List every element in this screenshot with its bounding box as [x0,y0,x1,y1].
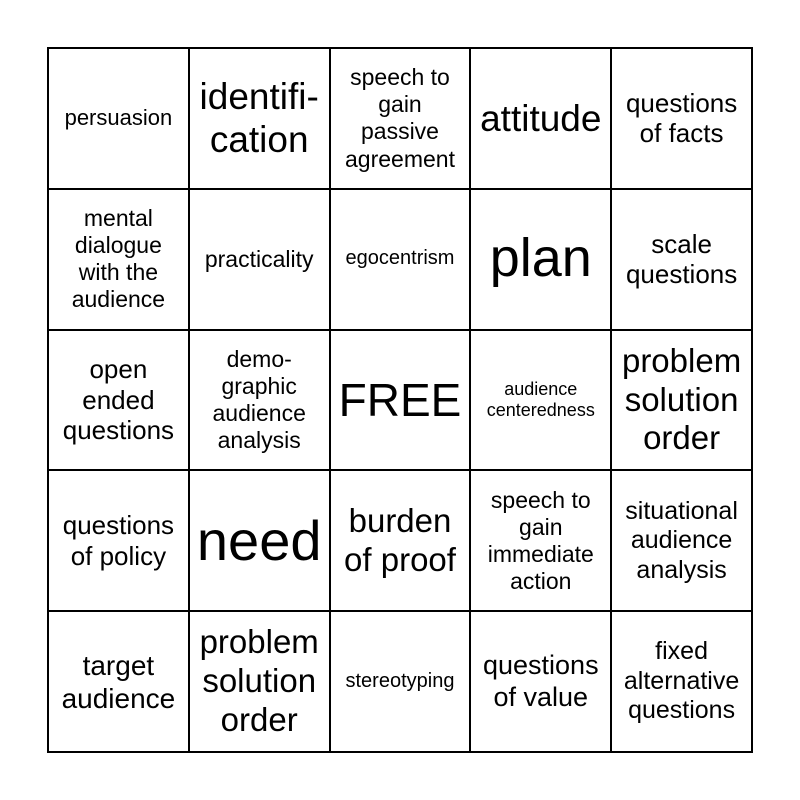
bingo-cell[interactable]: egocentrism [329,188,471,330]
bingo-cell[interactable]: mental dialogue with the audience [48,188,189,330]
bingo-cell[interactable]: problem solution order [611,329,752,471]
bingo-cell[interactable]: attitude [470,48,612,189]
bingo-cell[interactable]: stereotyping [329,611,471,752]
bingo-cell[interactable]: demo- graphic audience analysis [188,329,330,471]
bingo-cell[interactable]: plan [470,188,612,330]
bingo-cell[interactable]: situational audience analysis [611,470,752,612]
bingo-cell[interactable]: questions of value [470,611,612,752]
bingo-cell[interactable]: need [188,470,330,612]
bingo-cell[interactable]: persuasion [48,48,189,189]
bingo-cell[interactable]: speech to gain passive agreement [329,48,471,189]
bingo-card: persuasion identifi- cation speech to gain… [47,47,753,753]
bingo-cell[interactable]: questions of facts [611,48,752,189]
bingo-cell[interactable]: scale questions [611,188,752,330]
bingo-cell[interactable]: FREE [329,329,471,471]
bingo-cell[interactable]: practicality [188,188,330,330]
bingo-cell[interactable]: identifi- cation [188,48,330,189]
bingo-cell[interactable]: fixed alternative questions [611,611,752,752]
bingo-cell[interactable]: audience centeredness [470,329,612,471]
bingo-cell[interactable]: problem solution order [188,611,330,752]
bingo-cell[interactable]: burden of proof [329,470,471,612]
bingo-cell[interactable]: target audience [48,611,189,752]
bingo-cell[interactable]: questions of policy [48,470,189,612]
bingo-cell[interactable]: open ended questions [48,329,189,471]
bingo-cell[interactable]: speech to gain immediate action [470,470,612,612]
